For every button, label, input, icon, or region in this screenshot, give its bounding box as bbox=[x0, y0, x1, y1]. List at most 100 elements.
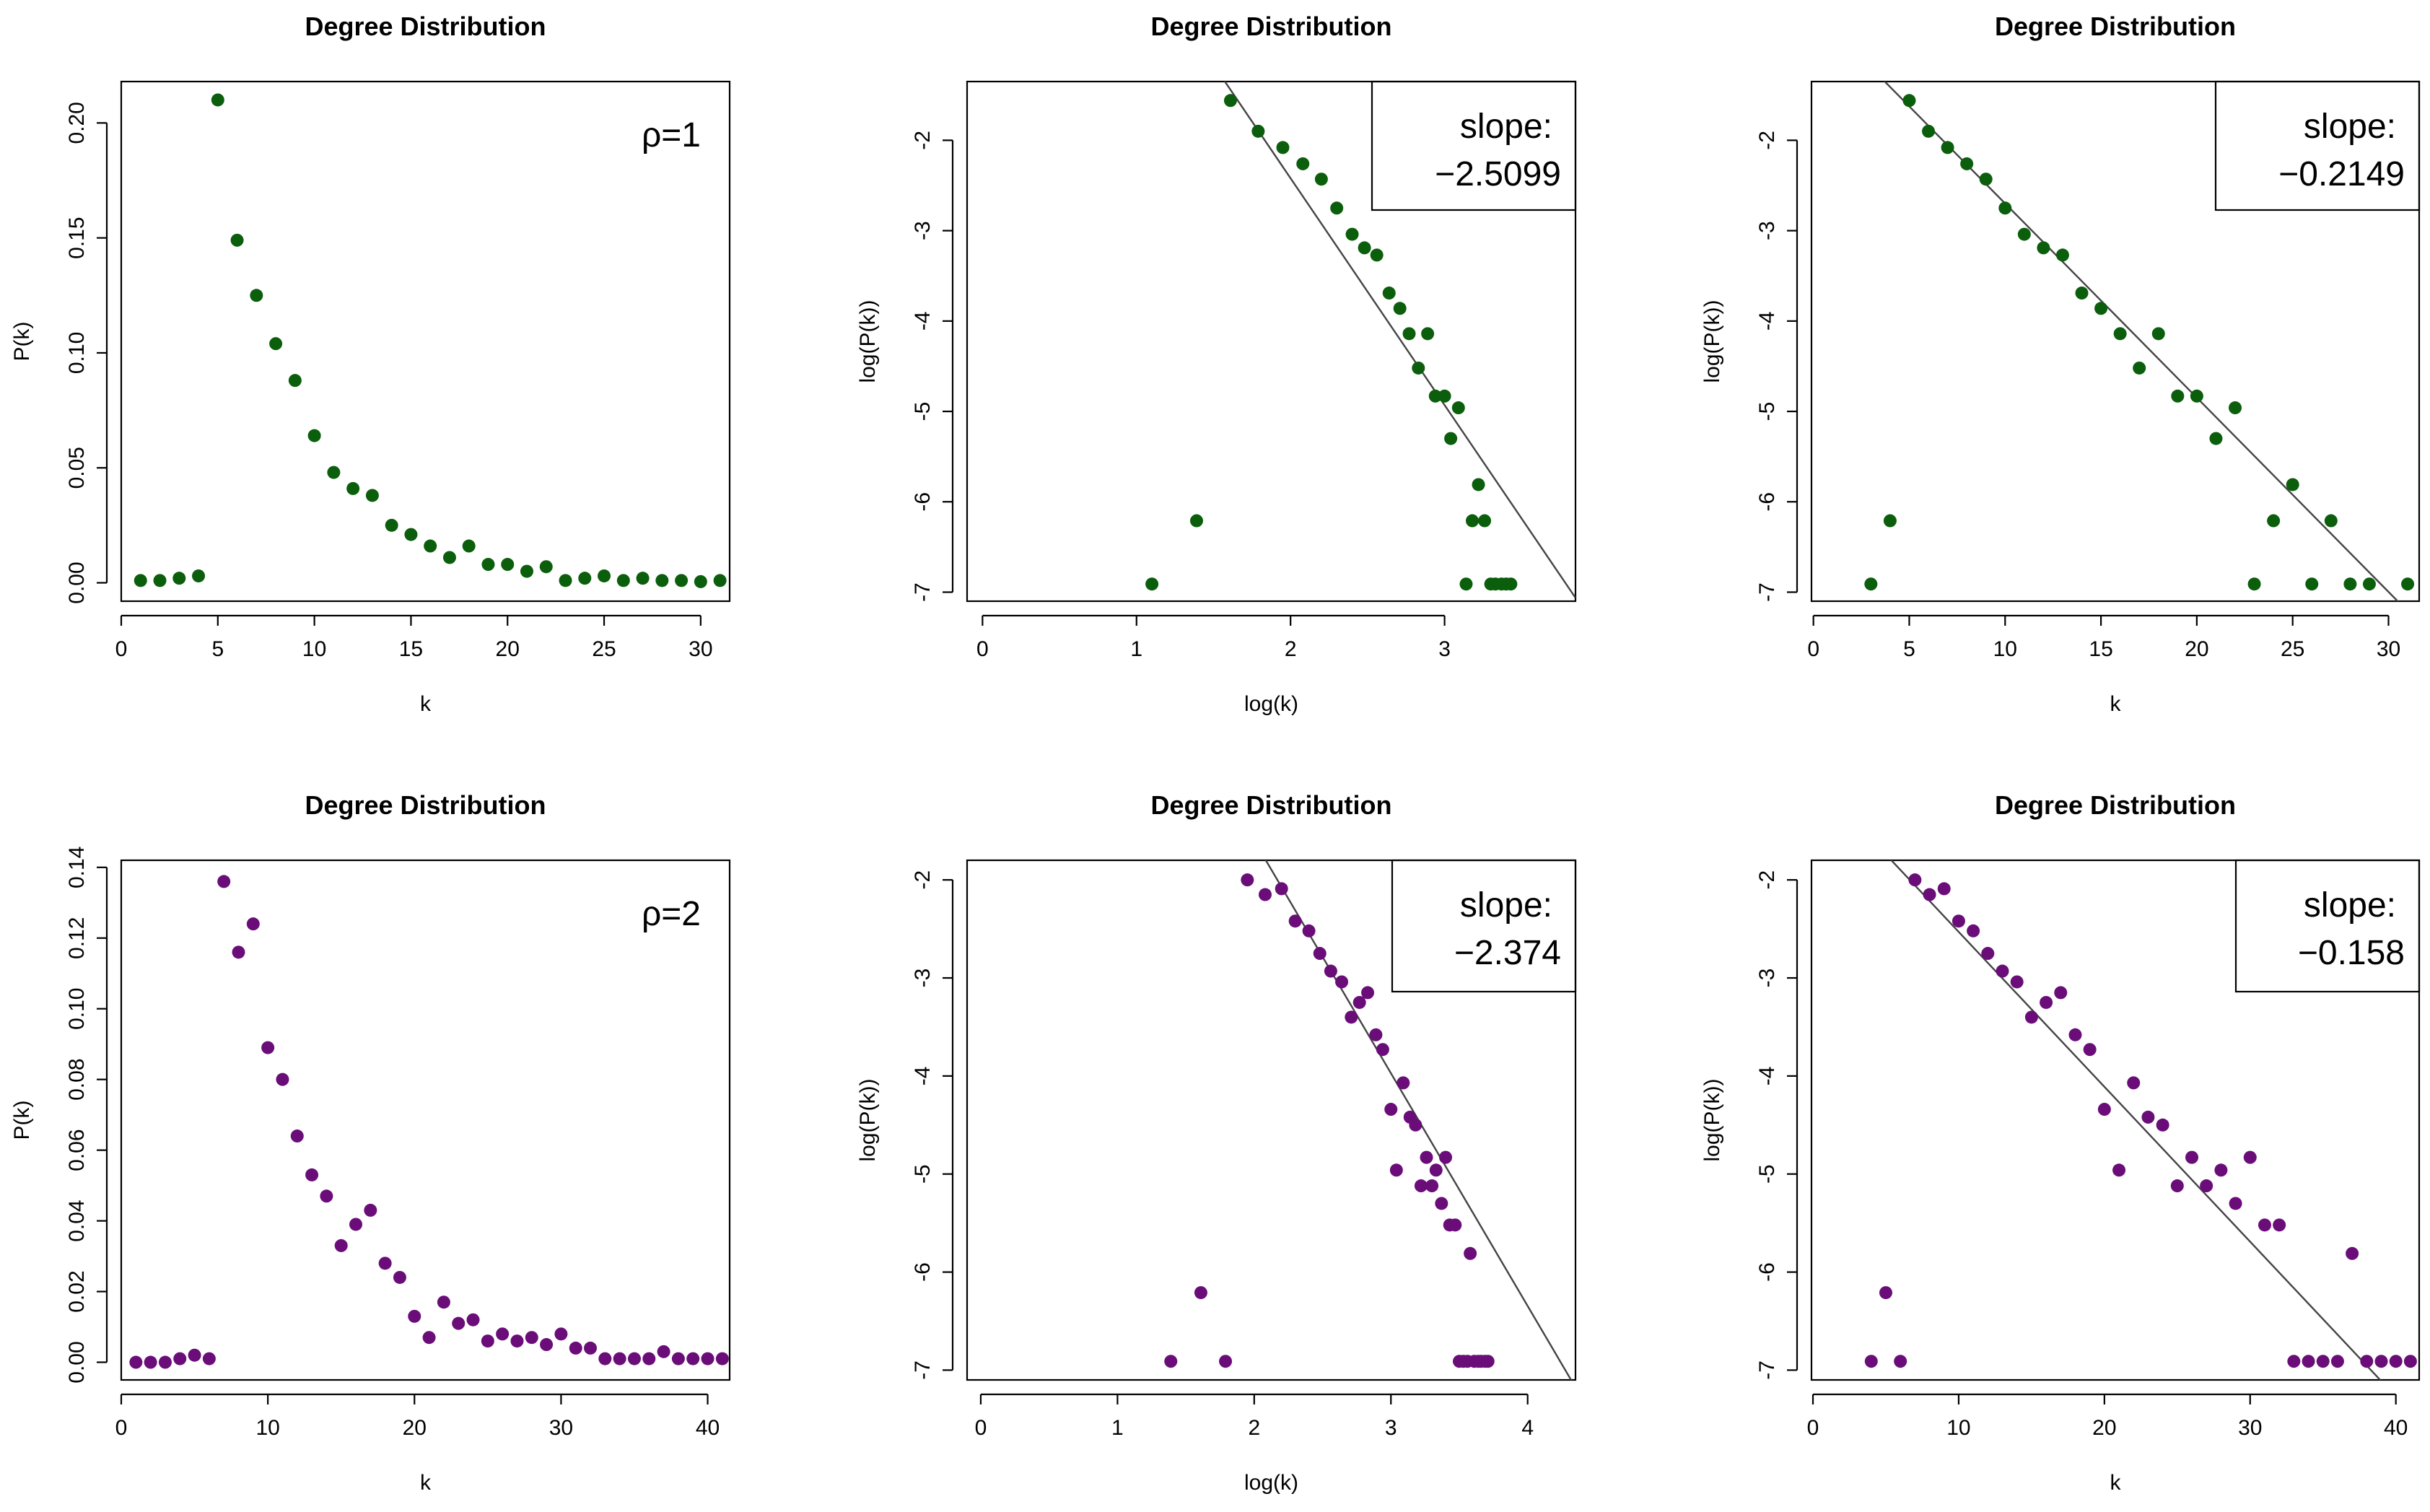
x-tick-label: 0 bbox=[115, 637, 128, 661]
x-axis: 0 1 2 3 4 log(k) bbox=[975, 1393, 1534, 1495]
y-tick-label: -6 bbox=[911, 1262, 935, 1282]
data-point bbox=[2075, 287, 2089, 300]
data-point bbox=[2170, 1179, 2184, 1193]
slope-box-frame bbox=[1371, 80, 1577, 211]
data-point bbox=[1402, 327, 1416, 341]
y-axis: -2 -3 -4 -5 -6 -7 log(P(k)) bbox=[1700, 131, 1799, 602]
data-point bbox=[1276, 141, 1290, 154]
slope-box-frame bbox=[2214, 80, 2421, 211]
data-point bbox=[481, 1334, 494, 1348]
data-point bbox=[134, 574, 147, 587]
slope-box-frame bbox=[2234, 859, 2421, 993]
data-point bbox=[1335, 975, 1349, 989]
y-tick-label: -4 bbox=[911, 311, 935, 331]
chart-title: Degree Distribution bbox=[1995, 12, 2236, 41]
data-point bbox=[2401, 577, 2415, 591]
x-tick-label: 5 bbox=[211, 637, 224, 661]
y-axis: 0.00 0.02 0.04 0.06 0.08 0.10 0.12 0.14 P(k) bbox=[10, 847, 108, 1384]
data-point bbox=[404, 528, 418, 541]
data-point bbox=[1908, 873, 1922, 887]
data-point bbox=[1313, 947, 1327, 961]
y-tick-label: 0.04 bbox=[65, 1199, 89, 1241]
y-tick-label: -6 bbox=[1755, 492, 1779, 512]
data-point bbox=[2185, 1150, 2199, 1164]
x-tick-label: 10 bbox=[302, 637, 326, 661]
data-point bbox=[1922, 124, 1936, 138]
data-point bbox=[481, 558, 495, 572]
data-point bbox=[2247, 577, 2261, 591]
data-point bbox=[2305, 577, 2319, 591]
data-point bbox=[584, 1341, 598, 1355]
data-point bbox=[1864, 1355, 1878, 1368]
data-point bbox=[1258, 888, 1272, 901]
data-point bbox=[1376, 1043, 1389, 1057]
data-point bbox=[365, 489, 379, 502]
data-points bbox=[1145, 94, 1518, 591]
data-point bbox=[2346, 1246, 2359, 1260]
x-axis: 0 5 10 15 20 25 30 k bbox=[115, 614, 713, 716]
x-tick-label: 30 bbox=[549, 1416, 573, 1440]
data-point bbox=[1409, 1118, 1422, 1132]
slope-legend-box: slope: −0.2149 bbox=[2214, 80, 2421, 211]
y-tick-label: -5 bbox=[1755, 402, 1779, 421]
data-point bbox=[1412, 361, 1425, 375]
y-tick-label: -7 bbox=[1755, 582, 1779, 602]
data-point bbox=[539, 560, 553, 574]
y-tick-label: -2 bbox=[911, 870, 935, 890]
x-tick-label: 30 bbox=[689, 637, 712, 661]
data-point bbox=[510, 1334, 524, 1348]
x-tick-label: 30 bbox=[2238, 1416, 2262, 1440]
data-point bbox=[1420, 1150, 1433, 1164]
data-point bbox=[1894, 1355, 1907, 1368]
data-point bbox=[424, 539, 437, 553]
data-point bbox=[2374, 1355, 2388, 1368]
plot-frame bbox=[966, 80, 1577, 603]
data-point bbox=[334, 1238, 348, 1252]
plot-frame bbox=[120, 80, 731, 603]
data-point bbox=[701, 1352, 714, 1365]
x-axis-label: k bbox=[420, 1471, 432, 1495]
data-point bbox=[540, 1338, 554, 1352]
chart-title: Degree Distribution bbox=[305, 12, 546, 41]
data-point bbox=[288, 374, 302, 388]
data-point bbox=[1397, 1076, 1410, 1090]
data-point bbox=[642, 1352, 656, 1365]
y-axis-label: log(P(k)) bbox=[1700, 1078, 1724, 1161]
data-point bbox=[1223, 94, 1237, 108]
y-tick-label: -4 bbox=[911, 1067, 935, 1086]
x-tick-label: 2 bbox=[1248, 1416, 1260, 1440]
y-tick-label: 0.15 bbox=[65, 217, 89, 258]
y-tick-label: 0.05 bbox=[65, 447, 89, 489]
data-point bbox=[1425, 1179, 1439, 1193]
data-point bbox=[1902, 94, 1916, 108]
x-tick-label: 20 bbox=[496, 637, 520, 661]
data-point bbox=[1429, 1163, 1443, 1177]
data-point bbox=[598, 569, 611, 582]
slope-legend-box: slope: −2.5099 bbox=[1371, 80, 1577, 211]
slope-legend-box: slope: −2.374 bbox=[1391, 859, 1577, 993]
data-point bbox=[172, 572, 186, 585]
data-point bbox=[1189, 514, 1203, 528]
data-point bbox=[1459, 577, 1473, 591]
x-tick-label: 15 bbox=[399, 637, 423, 661]
data-point bbox=[217, 875, 231, 888]
data-point bbox=[158, 1355, 172, 1369]
data-point bbox=[230, 233, 244, 247]
x-tick-label: 2 bbox=[1285, 637, 1297, 661]
data-point bbox=[2054, 986, 2068, 1000]
data-points bbox=[1864, 94, 2415, 591]
data-point bbox=[1451, 401, 1465, 415]
data-point bbox=[1345, 227, 1359, 241]
y-axis-label: log(P(k)) bbox=[856, 300, 880, 383]
y-tick-label: -3 bbox=[911, 221, 935, 240]
data-point bbox=[554, 1327, 568, 1341]
data-point bbox=[437, 1295, 450, 1309]
data-point bbox=[2343, 577, 2357, 591]
data-point bbox=[2055, 248, 2069, 262]
x-axis-label: k bbox=[420, 692, 432, 716]
data-point bbox=[1358, 241, 1371, 255]
data-point bbox=[2362, 577, 2376, 591]
x-tick-label: 40 bbox=[2384, 1416, 2408, 1440]
y-axis-label: log(P(k)) bbox=[1700, 300, 1724, 383]
data-point bbox=[173, 1352, 187, 1365]
